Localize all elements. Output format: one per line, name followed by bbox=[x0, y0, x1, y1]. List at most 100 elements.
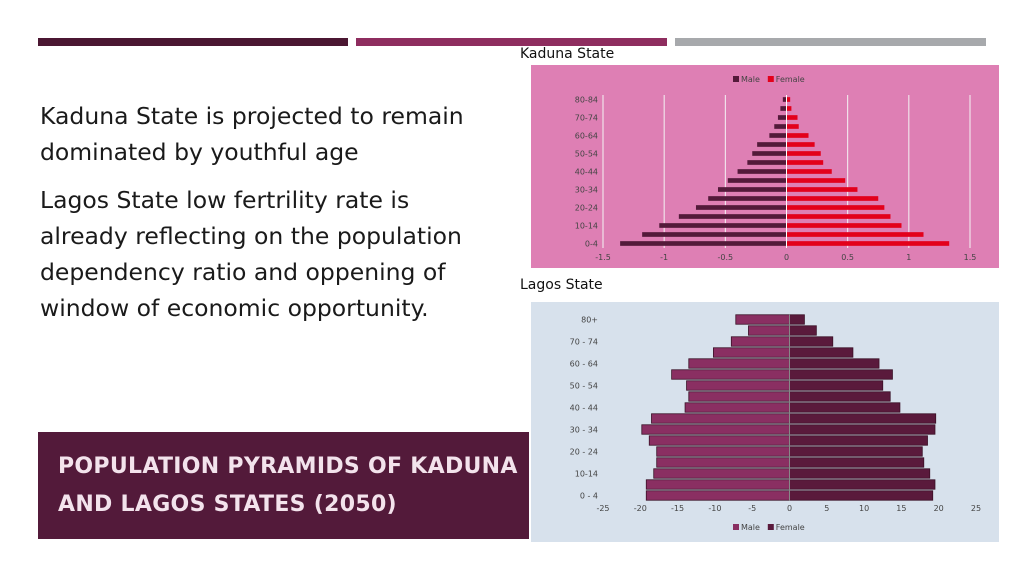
male-bar bbox=[620, 241, 787, 246]
female-bar bbox=[786, 124, 799, 129]
male-bar bbox=[695, 205, 787, 210]
legend-swatch bbox=[767, 76, 774, 82]
male-bar bbox=[642, 232, 787, 237]
female-bar bbox=[786, 151, 821, 156]
x-tick-label: -1.5 bbox=[595, 253, 611, 262]
legend-swatch bbox=[733, 76, 739, 82]
female-bar bbox=[789, 479, 936, 490]
accent-bar-dark bbox=[38, 38, 348, 46]
female-bar bbox=[786, 142, 815, 147]
category-label: 10-14 bbox=[575, 222, 598, 231]
male-bar bbox=[686, 380, 790, 391]
female-bar bbox=[789, 314, 805, 325]
kaduna-pyramid-chart: 0-4 10-14 20-24 30-34 40-44 50-54 60-64 70-74 80… bbox=[531, 65, 999, 268]
male-bar bbox=[645, 490, 790, 501]
legend-label: Male bbox=[741, 75, 760, 84]
slide-title-box: Population Pyramids of Kaduna and Lagos … bbox=[38, 432, 529, 539]
female-bar bbox=[786, 214, 891, 219]
category-label: 50-54 bbox=[575, 150, 598, 159]
x-tick-label: -5 bbox=[748, 504, 756, 513]
male-bar bbox=[777, 115, 787, 120]
female-bar bbox=[789, 336, 834, 347]
male-bar bbox=[653, 468, 790, 479]
male-bar bbox=[684, 402, 790, 413]
category-label: 60 - 64 bbox=[570, 360, 598, 369]
male-bar bbox=[641, 424, 790, 435]
chart-background bbox=[531, 65, 999, 268]
male-bar bbox=[656, 457, 790, 468]
female-bar bbox=[789, 380, 884, 391]
legend-label: Female bbox=[776, 75, 805, 84]
bullet-lagos: Lagos State low fertrility rate is alrea… bbox=[40, 186, 462, 322]
bullet-text-block: Kaduna State is projected to remain domi… bbox=[40, 98, 500, 338]
male-bar bbox=[748, 325, 790, 336]
male-bar bbox=[656, 446, 790, 457]
male-bar bbox=[737, 169, 787, 174]
x-tick-label: 1 bbox=[906, 253, 911, 262]
female-bar bbox=[786, 115, 798, 120]
x-tick-label: 1.5 bbox=[964, 253, 977, 262]
male-bar bbox=[730, 336, 790, 347]
female-bar bbox=[786, 187, 858, 192]
female-bar bbox=[786, 241, 950, 246]
x-tick-label: 20 bbox=[934, 504, 944, 513]
male-bar bbox=[708, 196, 787, 201]
male-bar bbox=[713, 347, 790, 358]
male-bar bbox=[769, 133, 787, 138]
category-label: 40-44 bbox=[575, 168, 598, 177]
male-bar bbox=[678, 214, 787, 219]
male-bar bbox=[774, 124, 787, 129]
x-tick-label: 0 bbox=[784, 253, 789, 262]
kaduna-chart-title: Kaduna State bbox=[520, 46, 615, 62]
female-bar bbox=[789, 358, 880, 369]
female-bar bbox=[789, 468, 931, 479]
x-tick-label: -0.5 bbox=[718, 253, 734, 262]
category-label: 70 - 74 bbox=[570, 338, 598, 347]
male-bar bbox=[688, 391, 790, 402]
female-bar bbox=[789, 457, 925, 468]
female-bar bbox=[789, 435, 928, 446]
category-label: 30 - 34 bbox=[570, 426, 598, 435]
female-bar bbox=[786, 232, 924, 237]
category-label: 80+ bbox=[581, 316, 598, 325]
male-bar bbox=[757, 142, 787, 147]
category-label: 20-24 bbox=[575, 204, 598, 213]
x-tick-label: 0 bbox=[787, 504, 792, 513]
male-bar bbox=[671, 369, 790, 380]
female-bar bbox=[786, 97, 791, 102]
male-bar bbox=[645, 479, 790, 490]
female-bar bbox=[786, 133, 809, 138]
x-tick-label: -15 bbox=[671, 504, 684, 513]
x-tick-label: -25 bbox=[596, 504, 609, 513]
male-bar bbox=[648, 435, 790, 446]
accent-bar-magenta bbox=[356, 38, 667, 46]
legend-swatch bbox=[767, 524, 774, 530]
legend-label: Male bbox=[741, 523, 760, 532]
male-bar bbox=[727, 178, 787, 183]
x-tick-label: -20 bbox=[634, 504, 647, 513]
female-bar bbox=[789, 369, 893, 380]
x-tick-label: 25 bbox=[971, 504, 981, 513]
female-bar bbox=[789, 325, 817, 336]
lagos-pyramid-chart: 0 - 4 10-14 20 - 24 30 - 34 40 - 44 50 - 54 60… bbox=[531, 302, 999, 542]
category-label: 40 - 44 bbox=[570, 404, 598, 413]
lagos-chart-title: Lagos State bbox=[520, 277, 603, 293]
male-bar bbox=[651, 413, 790, 424]
female-bar bbox=[789, 413, 937, 424]
male-bar bbox=[735, 314, 790, 325]
female-bar bbox=[789, 391, 891, 402]
category-label: 30-34 bbox=[575, 186, 598, 195]
category-label: 70-74 bbox=[575, 114, 598, 123]
category-label: 20 - 24 bbox=[570, 448, 598, 457]
legend-swatch bbox=[733, 524, 739, 530]
category-label: 50 - 54 bbox=[570, 382, 598, 391]
female-bar bbox=[789, 424, 936, 435]
female-bar bbox=[786, 205, 885, 210]
accent-bar-grey bbox=[675, 38, 986, 46]
x-tick-label: 15 bbox=[896, 504, 906, 513]
female-bar bbox=[786, 223, 902, 228]
female-bar bbox=[789, 402, 901, 413]
male-bar bbox=[747, 160, 787, 165]
female-bar bbox=[786, 160, 824, 165]
category-label: 0-4 bbox=[585, 240, 598, 249]
